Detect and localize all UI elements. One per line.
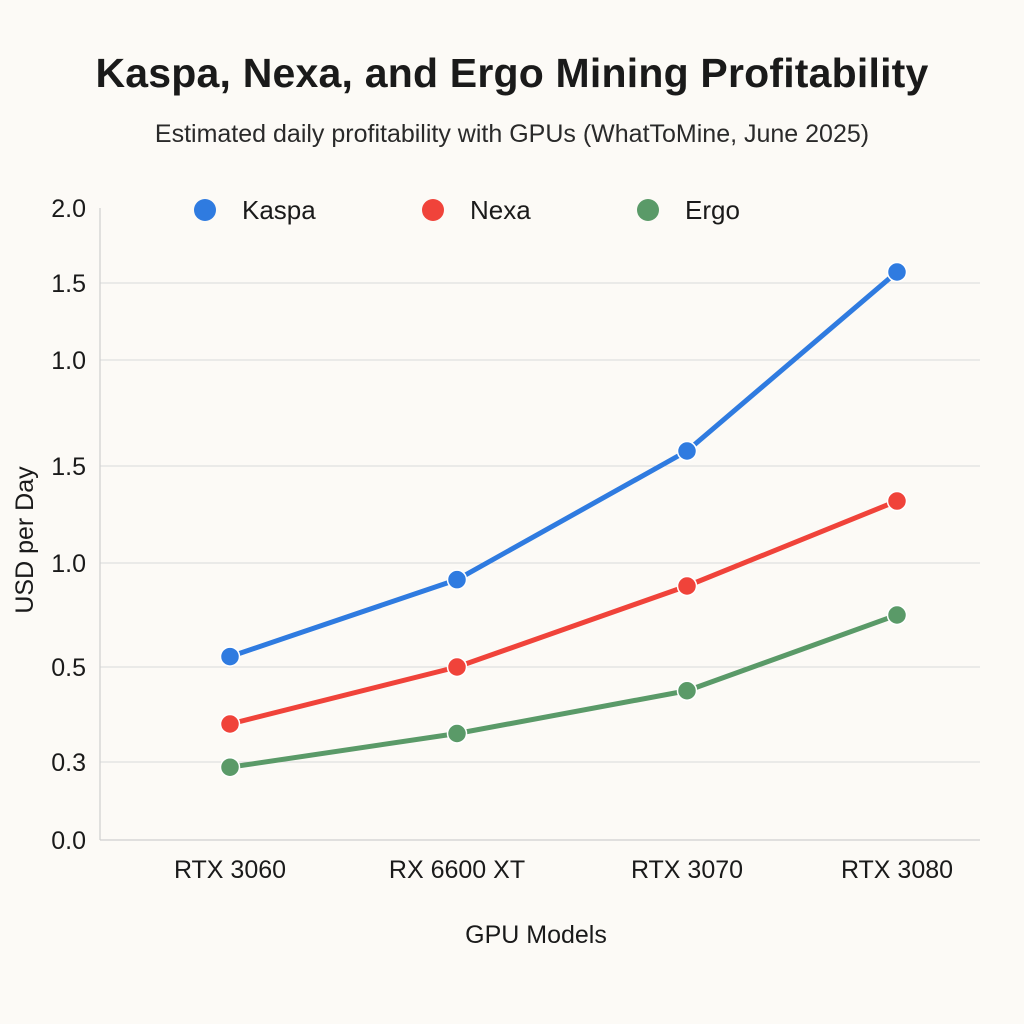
data-point-nexa <box>446 656 468 678</box>
y-tick-label: 2.0 <box>51 195 86 223</box>
legend-label-kaspa: Kaspa <box>242 195 316 225</box>
x-tick-labels: RTX 3060 RX 6600 XT RTX 3070 RTX 3080 <box>174 856 953 884</box>
legend-marker-ergo <box>637 199 659 221</box>
y-tick-label: 1.0 <box>51 550 86 578</box>
chart-subtitle: Estimated daily profitability with GPUs … <box>154 120 870 148</box>
data-point-ergo <box>886 604 908 626</box>
data-point-nexa <box>219 713 241 735</box>
series-group <box>219 261 908 778</box>
y-tick-label: 0.0 <box>51 827 86 855</box>
y-tick-label: 1.0 <box>51 347 86 375</box>
x-tick-label: RX 6600 XT <box>389 856 525 884</box>
data-point-ergo <box>446 723 468 744</box>
legend-label-nexa: Nexa <box>470 195 531 225</box>
x-tick-label: RTX 3080 <box>841 856 953 884</box>
data-point-nexa <box>886 490 908 512</box>
legend: Kaspa Nexa Ergo <box>194 195 740 225</box>
data-point-kaspa <box>446 569 468 590</box>
series-line-kaspa <box>227 269 900 660</box>
y-tick-label: 0.3 <box>51 749 86 777</box>
y-tick-label: 0.5 <box>51 654 86 682</box>
chart-title: Kaspa, Nexa, and Ergo Mining Profitabili… <box>95 50 929 96</box>
legend-label-ergo: Ergo <box>685 195 740 225</box>
data-point-kaspa <box>886 261 908 283</box>
y-tick-label: 1.5 <box>51 453 86 481</box>
x-axis-label: GPU Models <box>465 921 607 949</box>
legend-marker-nexa <box>422 199 444 221</box>
y-tick-label: 1.5 <box>51 270 86 298</box>
data-point-ergo <box>676 680 698 701</box>
data-point-kaspa <box>676 440 698 462</box>
series-line-nexa <box>227 498 900 727</box>
data-point-kaspa <box>219 646 241 667</box>
legend-marker-kaspa <box>194 199 216 221</box>
data-point-ergo <box>219 756 241 778</box>
x-tick-label: RTX 3060 <box>174 856 286 884</box>
data-point-nexa <box>676 575 698 597</box>
y-axis-label: USD per Day <box>11 466 39 614</box>
x-tick-label: RTX 3070 <box>631 856 743 884</box>
series-line-ergo <box>227 612 900 770</box>
y-tick-labels: 2.0 1.5 1.0 1.5 1.0 0.5 0.3 0.0 <box>51 195 86 855</box>
grid-lines <box>100 282 980 841</box>
